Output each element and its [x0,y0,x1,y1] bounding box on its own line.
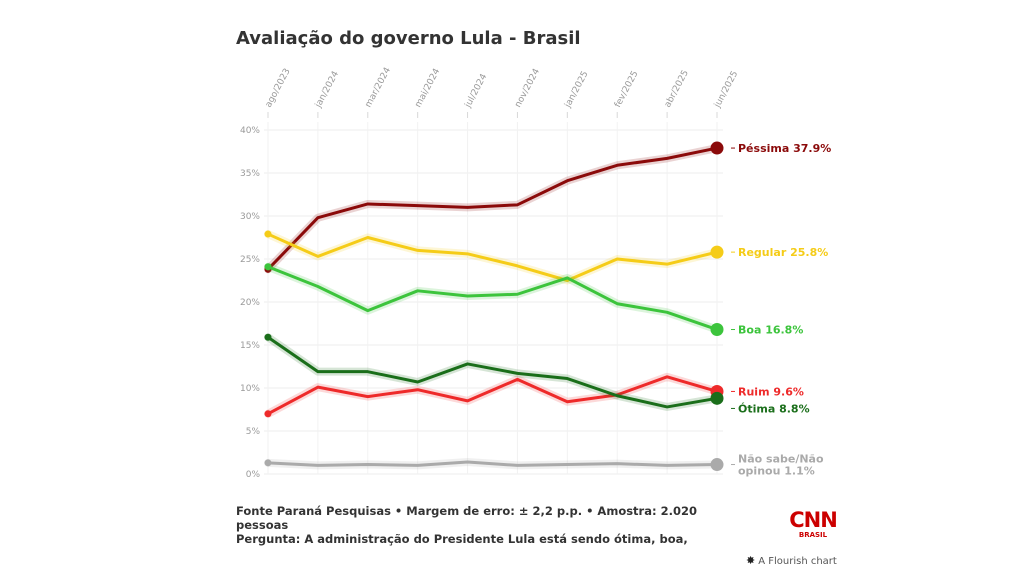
series-end-label: Péssima 37.9% [738,142,831,155]
flourish-credit[interactable]: ✸ A Flourish chart [746,554,837,567]
series-start-point [264,230,272,238]
series-line [266,232,719,282]
x-tick-label: abr/2025 [663,69,691,110]
series-end-label: Ruim 9.6% [738,385,804,398]
series-end-label: Ótima 8.8% [738,402,810,415]
cnn-brasil-logo: CNN BRASIL [788,509,838,543]
end-labels: Péssima 37.9% Regular 25.8% Boa 16.8% Ruim … [731,142,831,478]
series-end-label: Não sabe/Não [738,453,824,466]
series-start-point [264,410,272,418]
y-tick-label: 5% [246,427,261,437]
chart-title: Avaliação do governo Lula - Brasil [236,28,581,49]
logo-subtitle: BRASIL [798,531,828,539]
footnote-question: Pergunta: A administração do Presidente … [236,532,688,546]
series-lines [264,141,724,472]
gridlines [264,122,723,475]
x-tick-label: ago/2023 [264,67,293,109]
series-end-label: Regular 25.8% [738,246,828,259]
series-line-glow [264,230,721,285]
y-tick-label: 10% [240,384,260,394]
series-line [266,460,719,467]
x-tick-label: nov/2024 [513,67,542,109]
series-start-point [264,263,272,271]
x-tick-label: jul/2024 [463,72,490,110]
series-start-point [264,459,272,467]
series-line [266,335,719,409]
series-end-label: Boa 16.8% [738,324,803,337]
series-end-point[interactable] [710,391,724,405]
x-tick-label: mar/2024 [364,66,394,110]
x-tick-label: jan/2025 [563,70,591,111]
series-end-point[interactable] [710,245,724,259]
series-line [266,146,719,271]
x-axis-ticks: ago/2023 jan/2024 mar/2024 mai/2024 jul/2024… [264,66,740,118]
flourish-icon: ✸ [746,554,756,567]
x-tick-label: mai/2024 [413,67,442,110]
x-tick-label: jan/2024 [313,69,341,110]
y-tick-label: 25% [240,255,260,265]
series-end-point[interactable] [710,458,724,472]
series-line-glow [264,262,721,334]
series-line [266,265,719,332]
x-tick-label: fev/2025 [613,69,641,109]
y-tick-label: 0% [246,470,261,480]
series-end-point[interactable] [710,323,724,337]
footnote-source: Fonte Paraná Pesquisas • Margem de erro:… [236,504,697,532]
series-end-point[interactable] [710,141,724,155]
y-tick-label: 15% [240,341,260,351]
y-tick-label: 30% [240,212,260,222]
footnote: Fonte Paraná Pesquisas • Margem de erro:… [236,504,706,546]
series-start-point [264,333,272,341]
credit-text: A Flourish chart [758,556,837,567]
series-end-label: opinou 1.1% [738,465,815,478]
y-tick-label: 40% [240,126,260,136]
x-tick-label: jun/2025 [712,70,740,111]
y-tick-label: 35% [240,169,260,179]
y-axis-ticks: 0% 5% 10% 15% 20% 25% 30% 35% 40% [240,126,260,480]
series-line [266,375,719,416]
logo-mark: CNN [789,508,838,532]
y-tick-label: 20% [240,298,260,308]
